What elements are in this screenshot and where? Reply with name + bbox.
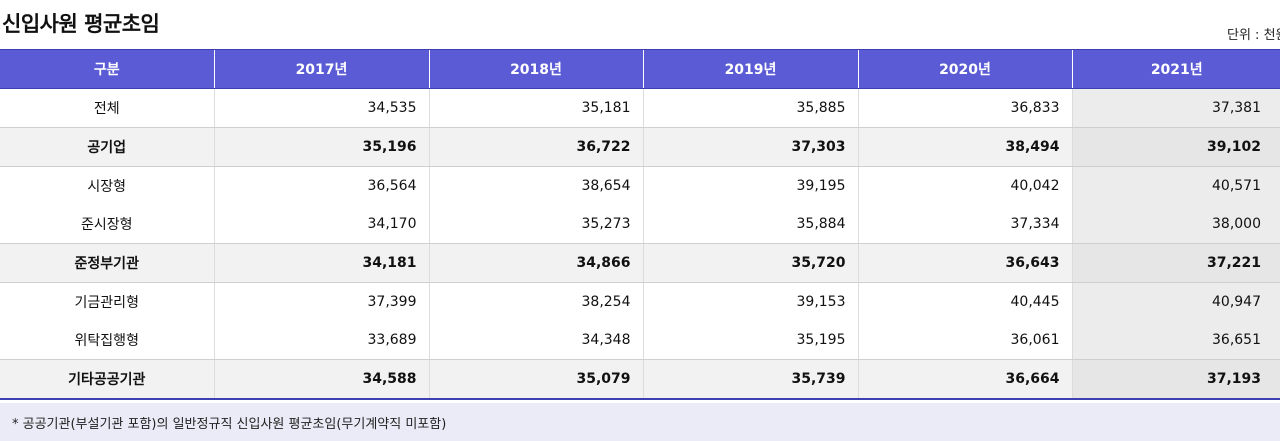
page-title: 신입사원 평균초임 xyxy=(2,12,160,36)
row-label: 기타공공기관 xyxy=(0,359,214,400)
table-row: 시장형 36,564 38,654 39,195 40,042 40,571 xyxy=(0,166,1280,205)
cell-value: 37,193 xyxy=(1071,359,1280,400)
header-category: 구분 xyxy=(0,49,214,89)
cell-value: 36,651 xyxy=(1071,321,1280,360)
cell-value: 34,866 xyxy=(428,243,643,283)
cell-value: 39,153 xyxy=(642,282,858,321)
footnote: * 공공기관(부설기관 포함)의 일반정규직 신입사원 평균초임(무기계약직 미… xyxy=(0,403,1280,441)
table-row: 기타공공기관 34,588 35,079 35,739 36,664 37,19… xyxy=(0,359,1280,400)
cell-value: 38,494 xyxy=(857,127,1072,167)
cell-value: 37,221 xyxy=(1071,243,1280,283)
cell-value: 38,654 xyxy=(428,166,643,205)
row-label: 기금관리형 xyxy=(74,295,139,311)
cell-value: 36,061 xyxy=(857,321,1072,360)
header-2021: 2021년 xyxy=(1071,49,1280,89)
unit-label: 단위 : 천원 xyxy=(1227,28,1280,43)
cell-value: 35,884 xyxy=(642,205,858,244)
cell-value: 35,181 xyxy=(428,88,643,128)
cell-value: 34,170 xyxy=(213,205,429,244)
cell-value: 35,885 xyxy=(642,88,858,128)
cell-value: 36,564 xyxy=(213,166,429,205)
cell-value: 35,195 xyxy=(642,321,858,360)
cell-value: 35,739 xyxy=(642,359,858,400)
cell-value: 37,399 xyxy=(213,282,429,321)
table-row: 위탁집행형 33,689 34,348 35,195 36,061 36,651 xyxy=(0,321,1280,360)
table-row: 기금관리형 37,399 38,254 39,153 40,445 40,947 xyxy=(0,282,1280,321)
cell-value: 39,195 xyxy=(642,166,858,205)
cell-value: 36,664 xyxy=(857,359,1072,400)
cell-value: 37,334 xyxy=(857,205,1072,244)
cell-value: 40,042 xyxy=(857,166,1072,205)
cell-value: 36,722 xyxy=(428,127,643,167)
cell-value: 35,273 xyxy=(428,205,643,244)
cell-value: 36,643 xyxy=(857,243,1072,283)
cell-value: 40,445 xyxy=(857,282,1072,321)
cell-value: 36,833 xyxy=(857,88,1072,128)
cell-value: 34,588 xyxy=(213,359,429,400)
table-row: 전체 34,535 35,181 35,885 36,833 37,381 xyxy=(0,88,1280,128)
cell-value: 39,102 xyxy=(1071,127,1280,167)
cell-value: 38,000 xyxy=(1071,205,1280,244)
row-label: 위탁집행형 xyxy=(0,321,214,360)
cell-value: 34,181 xyxy=(213,243,429,283)
cell-value: 34,535 xyxy=(213,88,429,128)
header-2020: 2020년 xyxy=(857,49,1072,89)
table-header-row: 구분 2017년 2018년 2019년 2020년 2021년 xyxy=(0,49,1280,89)
row-label: 전체 xyxy=(0,88,214,128)
table-row: 준정부기관 34,181 34,866 35,720 36,643 37,221 xyxy=(0,243,1280,283)
cell-value: 34,348 xyxy=(428,321,643,360)
row-label: 공기업 xyxy=(0,127,214,167)
row-label: 준시장형 xyxy=(0,205,214,244)
row-label: 시장형 xyxy=(87,179,127,195)
salary-table: 구분 2017년 2018년 2019년 2020년 2021년 전체 34,5… xyxy=(0,49,1280,400)
cell-value: 38,254 xyxy=(428,282,643,321)
header-2018: 2018년 xyxy=(428,49,643,89)
cell-value: 40,571 xyxy=(1071,166,1280,205)
table-row: 준시장형 34,170 35,273 35,884 37,334 38,000 xyxy=(0,205,1280,244)
cell-value: 37,303 xyxy=(642,127,858,167)
cell-value: 35,079 xyxy=(428,359,643,400)
cell-value: 35,720 xyxy=(642,243,858,283)
row-label: 준정부기관 xyxy=(0,243,214,283)
cell-value: 37,381 xyxy=(1071,88,1280,128)
header-2019: 2019년 xyxy=(642,49,858,89)
cell-value: 33,689 xyxy=(213,321,429,360)
table-row: 공기업 35,196 36,722 37,303 38,494 39,102 xyxy=(0,127,1280,167)
cell-value: 35,196 xyxy=(213,127,429,167)
cell-value: 40,947 xyxy=(1071,282,1280,321)
header-2017: 2017년 xyxy=(213,49,429,89)
